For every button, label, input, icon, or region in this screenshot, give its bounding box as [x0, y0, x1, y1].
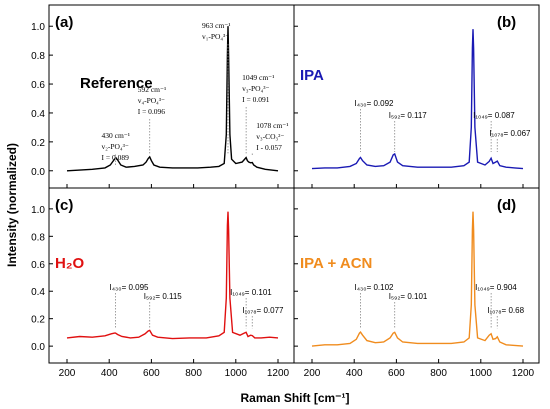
y-tick-label: 0.6	[31, 80, 45, 91]
peak-annotation: I₅₉₂= 0.101	[389, 292, 428, 301]
peak-annotation: I₁₀₄₉= 0.904	[475, 283, 517, 292]
peak-annotation: I₁₀₇₈= 0.68	[487, 306, 524, 315]
panel-label: (b)	[497, 14, 516, 31]
x-tick-label: 400	[346, 368, 363, 379]
panel-title: Reference	[80, 75, 153, 92]
x-tick-label: 600	[388, 368, 405, 379]
series-line	[66, 211, 279, 340]
panel-label: (c)	[55, 197, 73, 214]
y-tick-label: 0.6	[31, 260, 45, 271]
peak-annotation: I - 0.057	[256, 143, 282, 152]
y-tick-label: 1.0	[31, 22, 45, 33]
panel-a: 0.0 0.2 0.4 0.6 0.8 1.0 (a) Reference 430 cm⁻¹ v₂…	[31, 4, 295, 189]
peak-annotation: I₅₉₂= 0.117	[389, 111, 428, 120]
peak-annotation: v₃-PO₄³⁻	[242, 84, 269, 93]
peak-annotation: 430 cm⁻¹	[102, 131, 131, 140]
panel-frame	[293, 187, 540, 364]
peak-annotation: 963 cm⁻¹	[202, 21, 231, 30]
panel-title: IPA + ACN	[300, 255, 372, 272]
panel-frame	[293, 4, 540, 189]
y-tick-label: 0.8	[31, 232, 45, 243]
panels: 0.0 0.2 0.4 0.6 0.8 1.0 (a) Reference 430 cm⁻¹ v₂…	[31, 4, 540, 379]
y-tick-label: 0.2	[31, 315, 45, 326]
panel-c: 0.0 0.2 0.4 0.6 0.8 1.0 200 400 600 800 1000 1200 (c…	[31, 187, 295, 379]
x-tick-label: 200	[304, 368, 321, 379]
y-tick-label: 0.4	[31, 109, 45, 120]
peak-annotation: I₁₀₄₉= 0.087	[473, 111, 515, 120]
peak-annotation: 1078 cm⁻¹	[256, 121, 288, 130]
x-tick-label: 1200	[512, 368, 535, 379]
panel-title: H₂O	[55, 255, 84, 272]
series-line	[311, 29, 524, 170]
y-tick-label: 0.4	[31, 287, 45, 298]
peak-annotation: v₃-CO₃²⁻	[256, 132, 284, 141]
y-tick-label: 0.2	[31, 138, 45, 149]
x-tick-label: 800	[185, 368, 202, 379]
peak-annotation: I₄₃₀= 0.092	[355, 99, 395, 108]
peak-annotation: I = 0.096	[138, 107, 166, 116]
x-tick-label: 1000	[225, 368, 248, 379]
panel-label: (a)	[55, 14, 73, 31]
x-tick-label: 800	[430, 368, 447, 379]
peak-annotation: I = 0.091	[242, 95, 270, 104]
x-axis-label: Raman Shift [cm⁻¹]	[240, 391, 349, 405]
peak-annotation: 592 cm⁻¹	[138, 85, 167, 94]
y-tick-label: 0.0	[31, 342, 45, 353]
peak-annotation: v₂-PO₄³⁻	[102, 142, 129, 151]
x-tick-label: 600	[143, 368, 160, 379]
y-tick-label: 1.0	[31, 205, 45, 216]
peak-annotation: v₄-PO₄³⁻	[138, 96, 165, 105]
x-tick-label: 1200	[267, 368, 290, 379]
peak-annotation: I₅₉₂= 0.115	[144, 292, 183, 301]
peak-annotation: I₄₃₀= 0.102	[355, 283, 395, 292]
peak-annotation: I₁₀₄₉= 0.101	[230, 288, 272, 297]
panel-label: (d)	[497, 197, 516, 214]
peak-annotation: v₁-PO₄³⁻	[202, 32, 229, 41]
panel-b: (b) IPA I₄₃₀= 0.092 I₅₉₂= 0.117 I₁₀₄₉= 0.087…	[293, 4, 540, 189]
panel-title: IPA	[300, 67, 324, 84]
y-tick-label: 0.0	[31, 167, 45, 178]
peak-annotation: I₁₀₇₈= 0.077	[242, 306, 284, 315]
x-tick-label: 1000	[470, 368, 493, 379]
panel-d: 200 400 600 800 1000 1200 (d) IPA + ACN I₄₃₀= 0.…	[293, 187, 540, 379]
y-tick-label: 0.8	[31, 51, 45, 62]
peak-annotation: I₁₀₇₈= 0.067	[489, 129, 531, 138]
peak-annotation: 1049 cm⁻¹	[242, 73, 274, 82]
x-tick-label: 400	[101, 368, 118, 379]
series-line	[311, 211, 524, 347]
peak-annotation: I₄₃₀= 0.095	[110, 283, 150, 292]
series-line	[66, 26, 279, 172]
y-axis-label: Intensity (normalized)	[5, 143, 19, 267]
x-tick-label: 200	[59, 368, 76, 379]
